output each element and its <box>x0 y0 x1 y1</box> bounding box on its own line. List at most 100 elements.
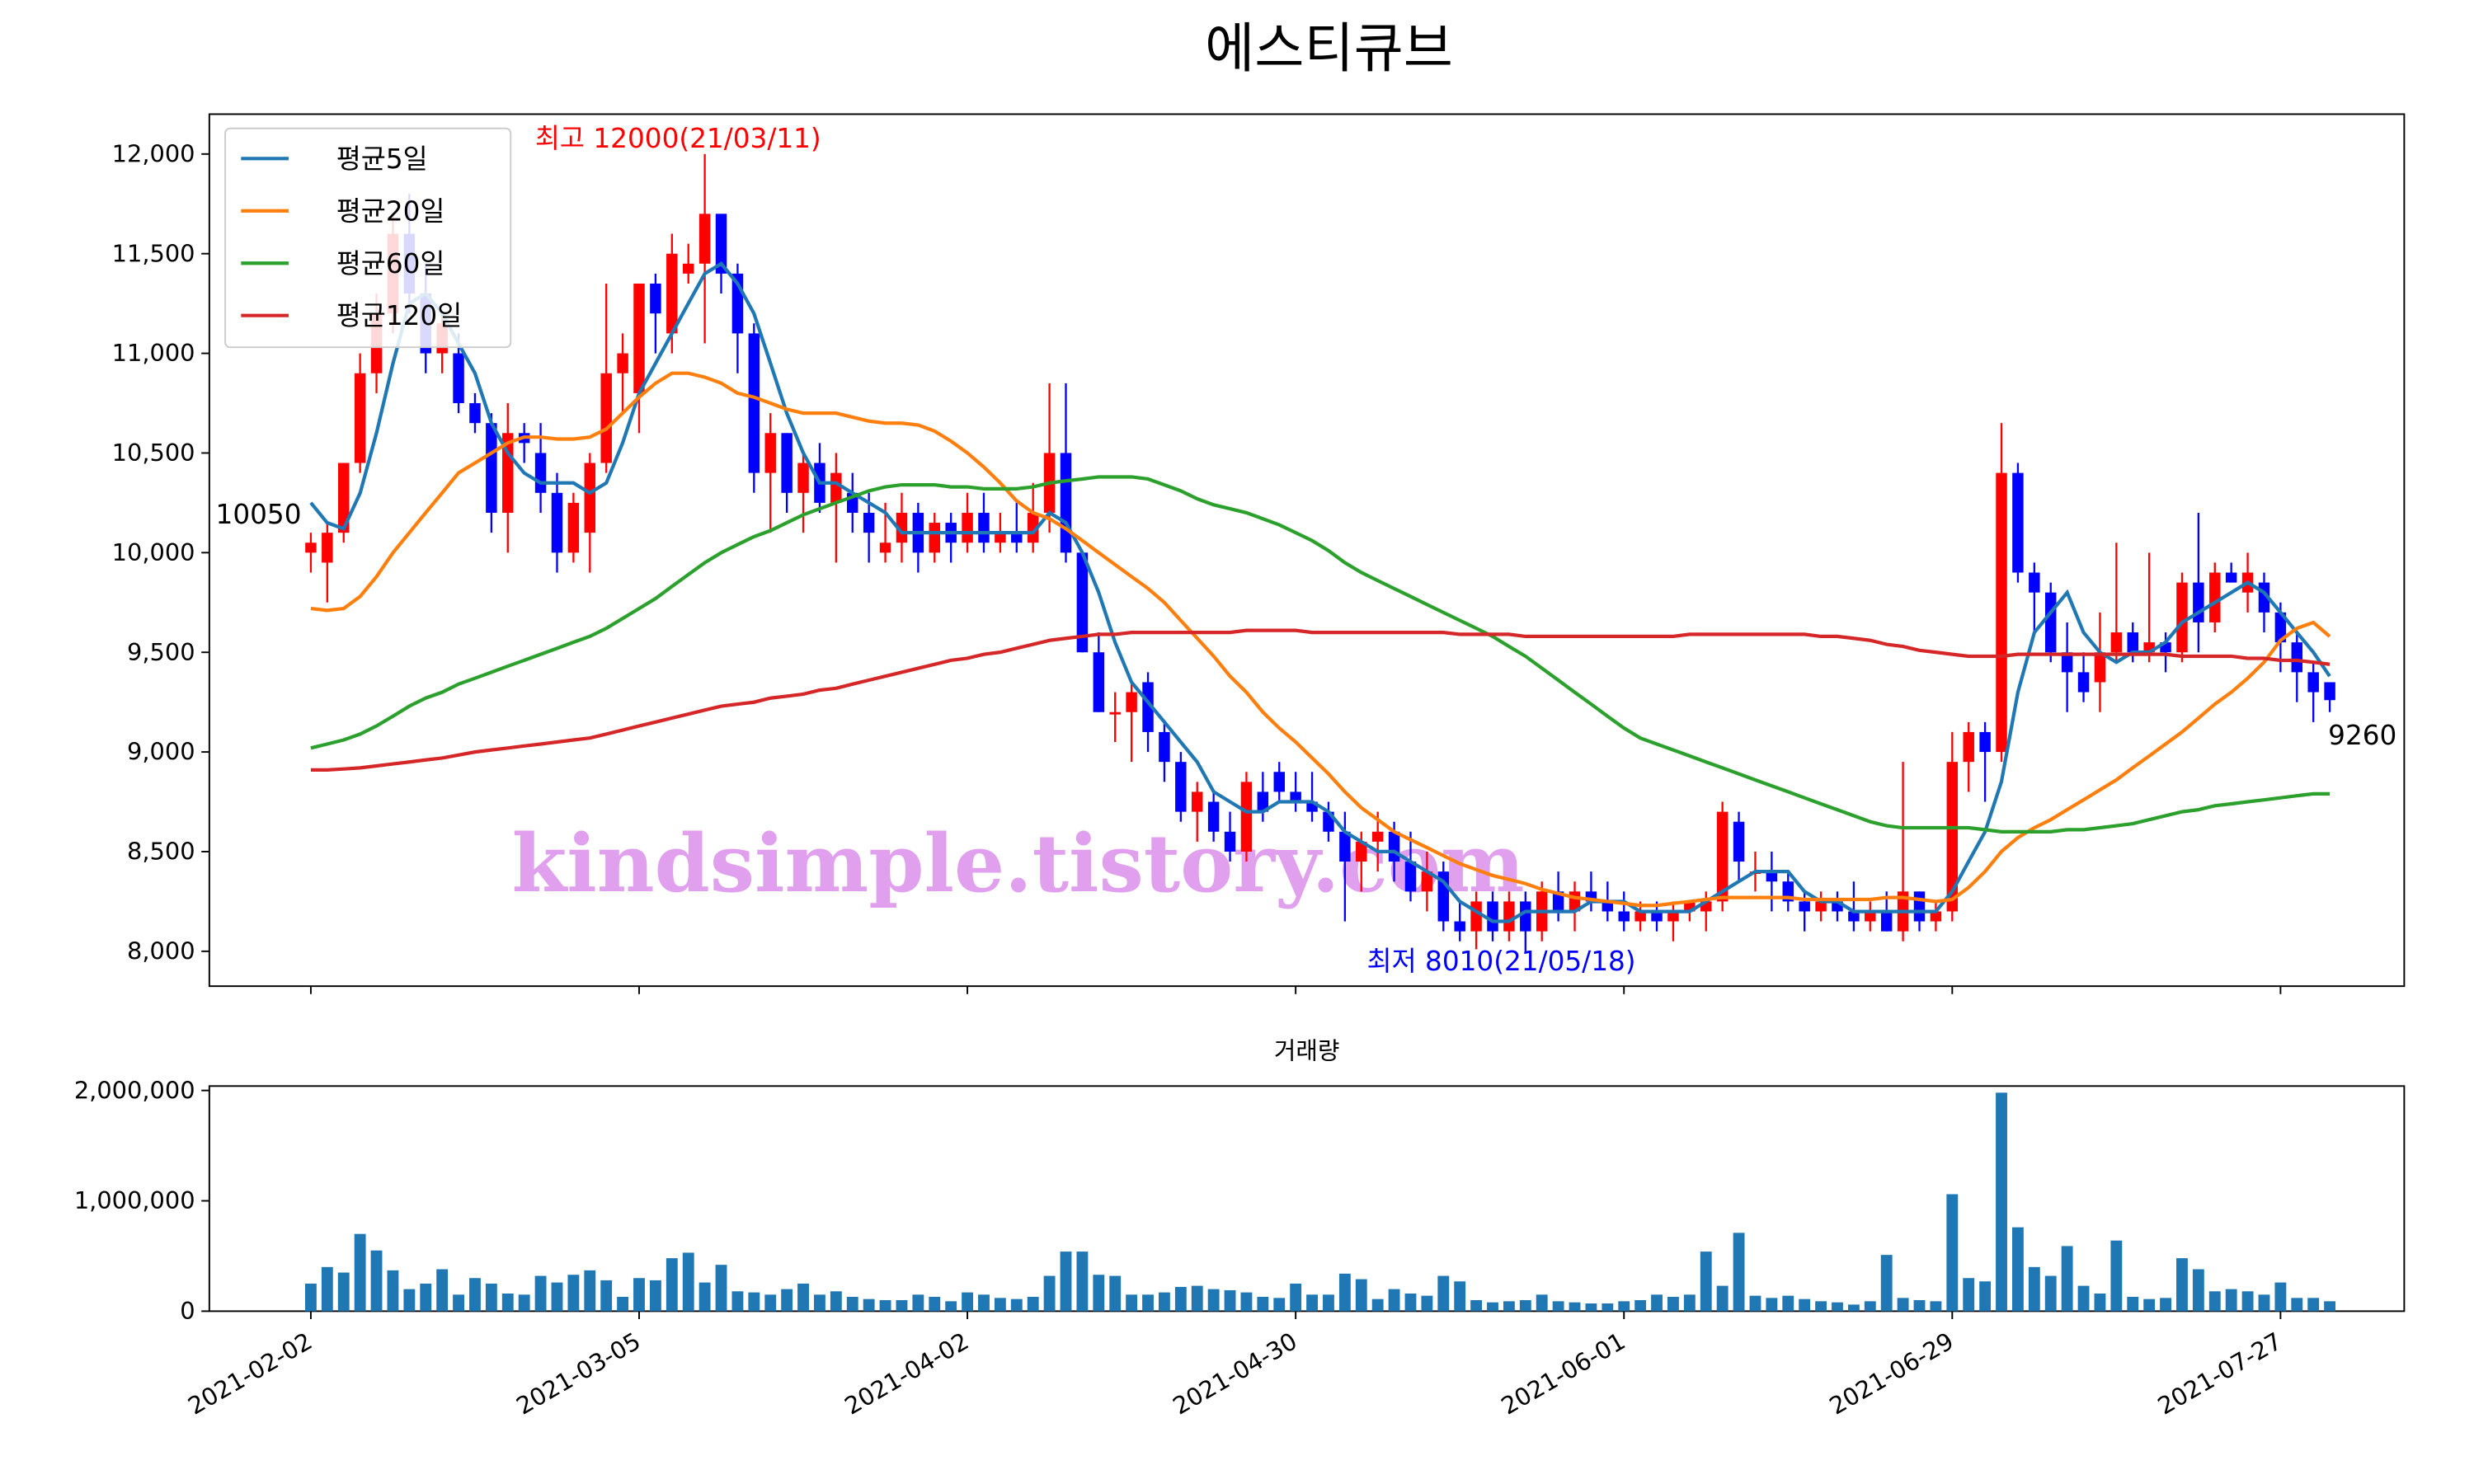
volume-bar <box>945 1301 957 1312</box>
volume-bar <box>1142 1294 1154 1312</box>
volume-bar <box>978 1294 990 1312</box>
volume-bar <box>1733 1233 1745 1312</box>
y-tick-label: 8,000 <box>127 937 195 965</box>
candle-body <box>2045 592 2057 653</box>
volume-bar <box>1338 1273 1351 1312</box>
candle-body <box>879 542 891 553</box>
y-tick-label: 9,500 <box>127 638 195 666</box>
volume-bar <box>1585 1303 1597 1312</box>
candle-body <box>863 512 875 533</box>
candle-body <box>1257 791 1269 812</box>
volume-bar <box>912 1294 924 1312</box>
chart-title: 에스티큐브 <box>1205 17 1453 80</box>
ma-line <box>310 628 2331 772</box>
candle-body <box>2176 582 2188 653</box>
volume-bar <box>1634 1299 1647 1312</box>
volume-bar <box>1700 1252 1712 1312</box>
volume-bar <box>1618 1301 1630 1312</box>
volume-bar <box>2208 1291 2221 1312</box>
candle-body <box>1109 711 1121 715</box>
candle-body <box>2127 632 2138 653</box>
candle-body <box>1487 901 1498 932</box>
volume-bar <box>1454 1281 1466 1312</box>
legend-label: 평균20일 <box>336 195 445 227</box>
volume-bar <box>2258 1294 2270 1312</box>
volume-bar <box>1093 1275 1105 1312</box>
candle-body <box>2110 632 2123 653</box>
candle-body <box>995 533 1006 543</box>
volume-bar <box>1273 1298 1286 1312</box>
candle-body <box>1356 841 1367 862</box>
candle-body <box>748 333 760 473</box>
legend-box <box>224 127 512 349</box>
volume-bar <box>1503 1301 1515 1312</box>
candle-body <box>305 542 317 553</box>
y-tick-label: 9,000 <box>127 738 195 766</box>
candle-body <box>1880 911 1893 932</box>
volume-bar <box>1010 1298 1023 1312</box>
candle-body <box>338 463 350 533</box>
volume-bar <box>1306 1294 1318 1312</box>
volume-bar <box>2176 1258 2188 1312</box>
volume-bar <box>814 1294 825 1312</box>
candle-body <box>2209 572 2221 622</box>
candle-body <box>682 263 694 274</box>
candle-body <box>322 533 333 563</box>
candle-body <box>1027 512 1039 543</box>
candle-body <box>1224 831 1236 852</box>
candle-body <box>584 463 596 533</box>
y-tick-label: 11,500 <box>112 239 195 267</box>
volume-y-tick-label: 1,000,000 <box>74 1186 195 1214</box>
volume-bar <box>1946 1194 1959 1312</box>
volume-bar <box>863 1298 875 1312</box>
candle-body <box>1634 911 1646 922</box>
candle-body <box>1421 871 1433 892</box>
y-tick-label: 11,000 <box>112 339 195 367</box>
volume-bar <box>1257 1296 1269 1312</box>
y-tick-label: 12,000 <box>112 139 195 167</box>
volume-bar <box>1437 1275 1450 1312</box>
volume-y-tick-label: 2,000,000 <box>74 1076 195 1104</box>
candle-body <box>1815 901 1827 912</box>
candle-body <box>962 512 973 543</box>
low-annotation: 최저 8010(21/05/18) <box>1367 946 1636 977</box>
volume-bar <box>1487 1302 1498 1312</box>
volume-bar <box>698 1282 711 1312</box>
candle-body <box>1011 533 1023 543</box>
volume-bar <box>1126 1294 1138 1312</box>
volume-bar <box>1880 1255 1893 1312</box>
candle-body <box>2094 652 2106 683</box>
volume-bar <box>2291 1298 2303 1312</box>
volume-bar <box>2127 1296 2139 1312</box>
candle-body <box>617 353 628 373</box>
candle-body <box>1913 891 1926 922</box>
y-tick-label: 8,500 <box>127 838 195 866</box>
volume-bar <box>453 1294 464 1312</box>
volume-bar <box>387 1270 399 1312</box>
volume-bar <box>1667 1296 1679 1312</box>
candle-body <box>1339 831 1351 862</box>
volume-bar <box>781 1289 793 1312</box>
candle-body <box>1979 731 1991 753</box>
volume-bar <box>764 1294 777 1312</box>
volume-bar <box>2094 1293 2106 1312</box>
volume-bar <box>1602 1303 1614 1312</box>
volume-bar <box>896 1299 908 1312</box>
volume-bar <box>469 1278 481 1312</box>
volume-bar <box>321 1266 333 1312</box>
volume-bar <box>2241 1291 2254 1312</box>
volume-bar <box>2077 1285 2090 1312</box>
volume-bar <box>534 1275 547 1312</box>
legend-label: 평균60일 <box>336 248 445 279</box>
volume-bar <box>370 1250 383 1312</box>
legend-label: 평균120일 <box>336 300 463 331</box>
candle-body <box>1388 831 1400 862</box>
candle-body <box>830 472 842 503</box>
volume-bar <box>797 1283 809 1312</box>
candle-body <box>1848 911 1860 922</box>
candle-body <box>1076 552 1089 653</box>
candle-body <box>1470 901 1482 932</box>
volume-bar <box>337 1272 350 1312</box>
volume-bar <box>1191 1285 1203 1312</box>
